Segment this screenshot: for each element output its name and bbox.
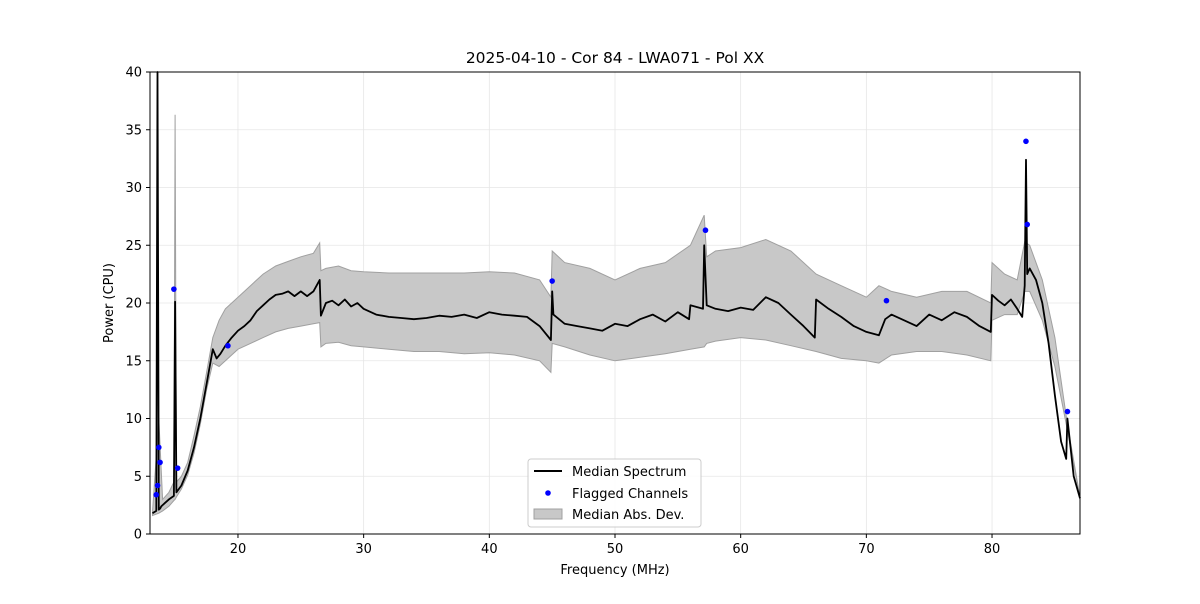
x-axis-label: Frequency (MHz) <box>560 563 669 578</box>
flagged-channel-point <box>702 227 709 234</box>
flagged-channel-point <box>1064 408 1071 415</box>
legend-box <box>527 458 702 528</box>
legend-mad-swatch <box>533 508 563 520</box>
x-tick-label: 70 <box>858 542 875 557</box>
x-tick-label: 40 <box>481 542 498 557</box>
flagged-points-group <box>153 138 1071 498</box>
flagged-channel-point <box>1023 138 1029 145</box>
y-tick-label: 15 <box>125 354 142 369</box>
chart-title: 2025-04-10 - Cor 84 - LWA071 - Pol XX <box>466 49 765 67</box>
flagged-channel-point <box>225 342 231 349</box>
y-tick-label: 40 <box>125 66 142 81</box>
median-line-group <box>152 71 1081 514</box>
x-tick-label: 20 <box>230 542 247 557</box>
legend-flagged-swatch <box>545 490 551 496</box>
y-tick-label: 35 <box>125 123 142 138</box>
flagged-channel-point <box>157 459 163 466</box>
x-tick-label: 80 <box>984 542 1001 557</box>
x-tick-label: 50 <box>607 542 624 557</box>
x-tick-label: 30 <box>355 542 372 557</box>
y-tick-label: 25 <box>125 239 142 254</box>
y-tick-label: 30 <box>125 181 142 196</box>
y-axis-label: Power (CPU) <box>102 263 117 343</box>
x-axis: 20 30 40 50 60 70 80 <box>230 534 1001 557</box>
flagged-channel-point <box>174 465 181 471</box>
flagged-channel-point <box>154 482 161 489</box>
flagged-channel-point <box>1024 221 1031 228</box>
median-spectrum-line <box>152 71 1081 514</box>
x-tick-label: 60 <box>732 542 749 557</box>
flagged-channel-point <box>883 297 890 304</box>
flagged-channel-point <box>153 491 160 498</box>
y-tick-label: 0 <box>134 528 142 543</box>
legend-mad-label: Median Abs. Dev. <box>572 508 684 523</box>
y-tick-label: 10 <box>125 412 142 427</box>
y-axis: 0 5 10 15 20 25 30 35 40 <box>125 66 150 543</box>
legend-flagged-label: Flagged Channels <box>572 487 688 502</box>
legend: Median Spectrum Flagged Channels Median … <box>527 458 702 528</box>
flagged-channel-point <box>171 286 177 292</box>
legend-median-label: Median Spectrum <box>572 465 686 480</box>
flagged-channel-point <box>155 444 162 451</box>
flagged-channel-point <box>549 278 555 284</box>
y-tick-label: 5 <box>134 470 142 485</box>
y-tick-label: 20 <box>125 297 142 312</box>
